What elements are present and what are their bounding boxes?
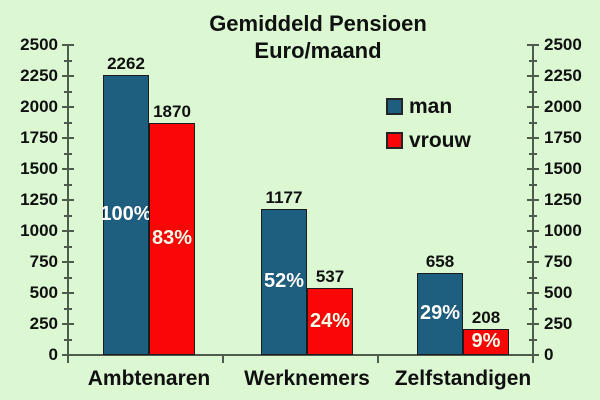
y-axis-tick-label-right: 750 <box>544 252 573 271</box>
y-minor-tick <box>64 338 72 341</box>
y-axis-tick-label-left: 1500 <box>20 159 58 178</box>
bar-percent-label: 9% <box>471 330 501 352</box>
y-minor-tick <box>529 245 537 248</box>
y-major-tick <box>527 75 539 77</box>
y-major-tick <box>62 323 74 325</box>
y-minor-tick <box>529 152 537 155</box>
y-minor-tick <box>64 276 72 279</box>
y-axis-tick-label-left: 250 <box>29 314 58 333</box>
y-major-tick <box>62 168 74 170</box>
y-major-tick <box>527 292 539 294</box>
x-axis-baseline <box>67 354 534 356</box>
x-axis-tick <box>67 355 69 363</box>
y-major-tick <box>62 106 74 108</box>
y-minor-tick <box>64 245 72 248</box>
y-major-tick <box>527 261 539 263</box>
y-minor-tick <box>529 276 537 279</box>
y-major-tick <box>62 292 74 294</box>
legend-item-vrouw: vrouw <box>386 130 471 151</box>
y-axis-tick-label-right: 0 <box>544 345 554 364</box>
y-axis-tick-label-left: 500 <box>29 283 58 302</box>
y-axis-tick-label-right: 1000 <box>544 221 582 240</box>
bar-value-label: 1177 <box>265 188 303 207</box>
bar-value-label: 537 <box>315 267 345 286</box>
y-axis-tick-label-left: 1750 <box>20 128 58 147</box>
bar-vrouw <box>463 329 509 355</box>
y-major-tick <box>62 261 74 263</box>
y-major-tick <box>527 230 539 232</box>
y-axis-tick-label-left: 0 <box>48 345 58 364</box>
y-minor-tick <box>529 183 537 186</box>
y-minor-tick <box>529 90 537 93</box>
y-axis-tick-label-left: 1000 <box>20 221 58 240</box>
bar-percent-label: 24% <box>309 309 351 332</box>
y-minor-tick <box>64 121 72 124</box>
y-axis-tick-label-left: 1250 <box>20 190 58 209</box>
bar-value-label: 2262 <box>107 54 145 73</box>
y-axis-tick-label-left: 750 <box>29 252 58 271</box>
y-minor-tick <box>529 214 537 217</box>
y-major-tick <box>527 168 539 170</box>
bar-value-label: 658 <box>425 252 455 271</box>
y-major-tick <box>62 137 74 139</box>
category-label-3: Zelfstandigen <box>394 367 532 390</box>
bar-value-label: 208 <box>471 308 501 327</box>
y-axis-tick-label-right: 1500 <box>544 159 582 178</box>
bar-man <box>261 209 307 355</box>
y-major-tick <box>62 199 74 201</box>
y-major-tick <box>62 230 74 232</box>
category-label-1: Ambtenaren <box>87 367 211 390</box>
y-major-tick <box>62 44 74 46</box>
y-axis-tick-label-right: 1750 <box>544 128 582 147</box>
y-axis-tick-label-right: 2250 <box>544 66 582 85</box>
y-axis-tick-label-right: 1250 <box>544 190 582 209</box>
y-axis-tick-label-right: 250 <box>544 314 573 333</box>
chart-title-line2: Euro/maand <box>254 38 382 63</box>
y-major-tick <box>62 75 74 77</box>
bar-man <box>417 273 463 355</box>
y-minor-tick <box>64 183 72 186</box>
y-axis-tick-label-left: 2500 <box>20 35 58 54</box>
legend-label-vrouw: vrouw <box>409 129 471 152</box>
legend: man vrouw <box>386 96 471 164</box>
y-minor-tick <box>529 121 537 124</box>
y-axis-tick-label-right: 2500 <box>544 35 582 54</box>
bar-percent-label: 100% <box>100 203 152 225</box>
y-minor-tick <box>64 59 72 62</box>
bar-man <box>103 75 149 355</box>
y-major-tick <box>527 137 539 139</box>
bar-value-label: 1870 <box>153 102 191 121</box>
category-label-2: Werknemers <box>244 367 370 390</box>
man-color-swatch-icon <box>386 98 403 115</box>
bar-percent-label: 52% <box>263 270 305 292</box>
vrouw-color-swatch-icon <box>386 132 403 149</box>
y-major-tick <box>527 44 539 46</box>
chart-title-line1: Gemiddeld Pensioen <box>209 11 427 36</box>
bar-vrouw <box>149 123 195 355</box>
legend-item-man: man <box>386 96 471 117</box>
x-axis-tick <box>377 355 379 363</box>
y-major-tick <box>527 323 539 325</box>
y-minor-tick <box>529 338 537 341</box>
y-minor-tick <box>64 214 72 217</box>
y-major-tick <box>527 199 539 201</box>
bar-percent-label: 29% <box>419 302 461 324</box>
y-minor-tick <box>64 152 72 155</box>
y-axis-tick-label-left: 2250 <box>20 66 58 85</box>
x-axis-tick <box>222 355 224 363</box>
x-axis-tick <box>532 355 534 363</box>
y-minor-tick <box>64 307 72 310</box>
y-axis-tick-label-left: 2000 <box>20 97 58 116</box>
y-minor-tick <box>529 59 537 62</box>
legend-label-man: man <box>409 95 453 118</box>
y-minor-tick <box>64 90 72 93</box>
y-minor-tick <box>529 307 537 310</box>
chart-title: Gemiddeld Pensioen Euro/maand <box>168 10 468 64</box>
bar-percent-label: 83% <box>151 227 193 249</box>
y-axis-tick-label-right: 2000 <box>544 97 582 116</box>
y-major-tick <box>527 106 539 108</box>
bar-vrouw <box>307 288 353 355</box>
y-axis-tick-label-right: 500 <box>544 283 573 302</box>
